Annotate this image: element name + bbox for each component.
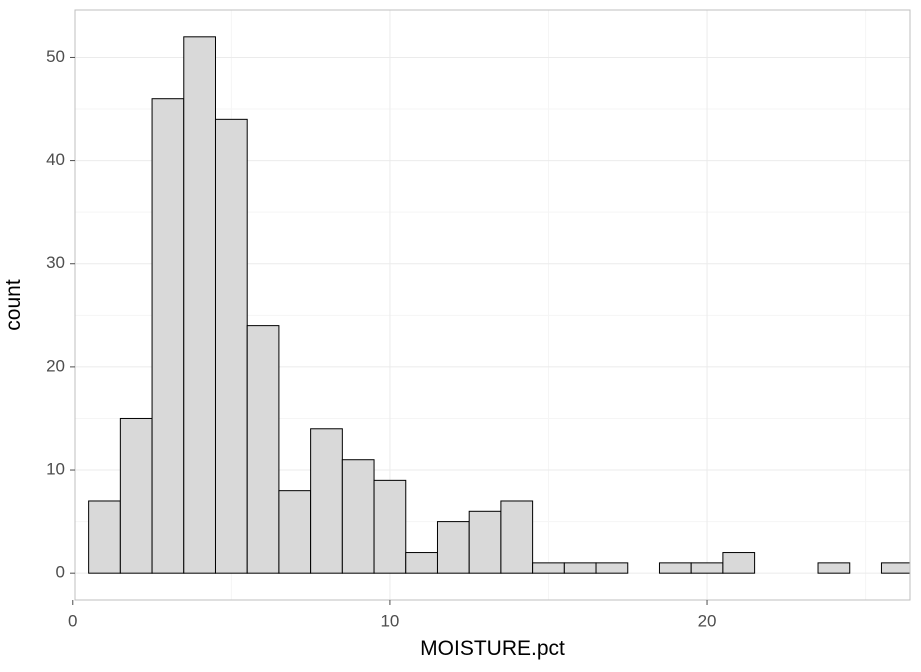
histogram-bar — [374, 480, 406, 573]
x-tick-label: 20 — [698, 611, 717, 630]
histogram-bar — [469, 511, 501, 573]
histogram-bar — [342, 460, 374, 573]
histogram-bar — [564, 563, 596, 573]
histogram-bar — [723, 553, 755, 574]
histogram-bar — [501, 501, 533, 573]
y-tick-label: 20 — [46, 356, 65, 375]
histogram-bar — [215, 119, 247, 573]
histogram-bar — [311, 429, 343, 573]
histogram-bar — [881, 563, 913, 573]
chart-canvas: 0 10 20 0 10 20 30 40 50 MOISTURE.pct count — [0, 0, 921, 672]
y-tick-label: 50 — [46, 47, 65, 66]
histogram-bar — [691, 563, 723, 573]
x-tick-label: 10 — [380, 611, 399, 630]
histogram-chart: 0 10 20 0 10 20 30 40 50 MOISTURE.pct count — [0, 0, 921, 672]
histogram-bar — [533, 563, 565, 573]
histogram-bar — [184, 37, 216, 573]
histogram-bar — [406, 553, 438, 574]
histogram-bar — [279, 491, 311, 574]
histogram-bar — [247, 326, 279, 574]
histogram-bar — [152, 99, 184, 573]
y-tick-label: 10 — [46, 460, 65, 479]
x-axis-label: MOISTURE.pct — [420, 637, 565, 660]
histogram-bar — [120, 418, 152, 573]
histogram-bar — [89, 501, 121, 573]
histogram-bar — [437, 522, 469, 574]
y-tick-label: 30 — [46, 253, 65, 272]
y-tick-label: 0 — [56, 563, 65, 582]
histogram-bar — [818, 563, 850, 573]
x-tick-label: 0 — [68, 611, 77, 630]
histogram-bar — [596, 563, 628, 573]
y-axis-label: count — [2, 279, 25, 331]
histogram-bar — [659, 563, 691, 573]
y-tick-label: 40 — [46, 150, 65, 169]
